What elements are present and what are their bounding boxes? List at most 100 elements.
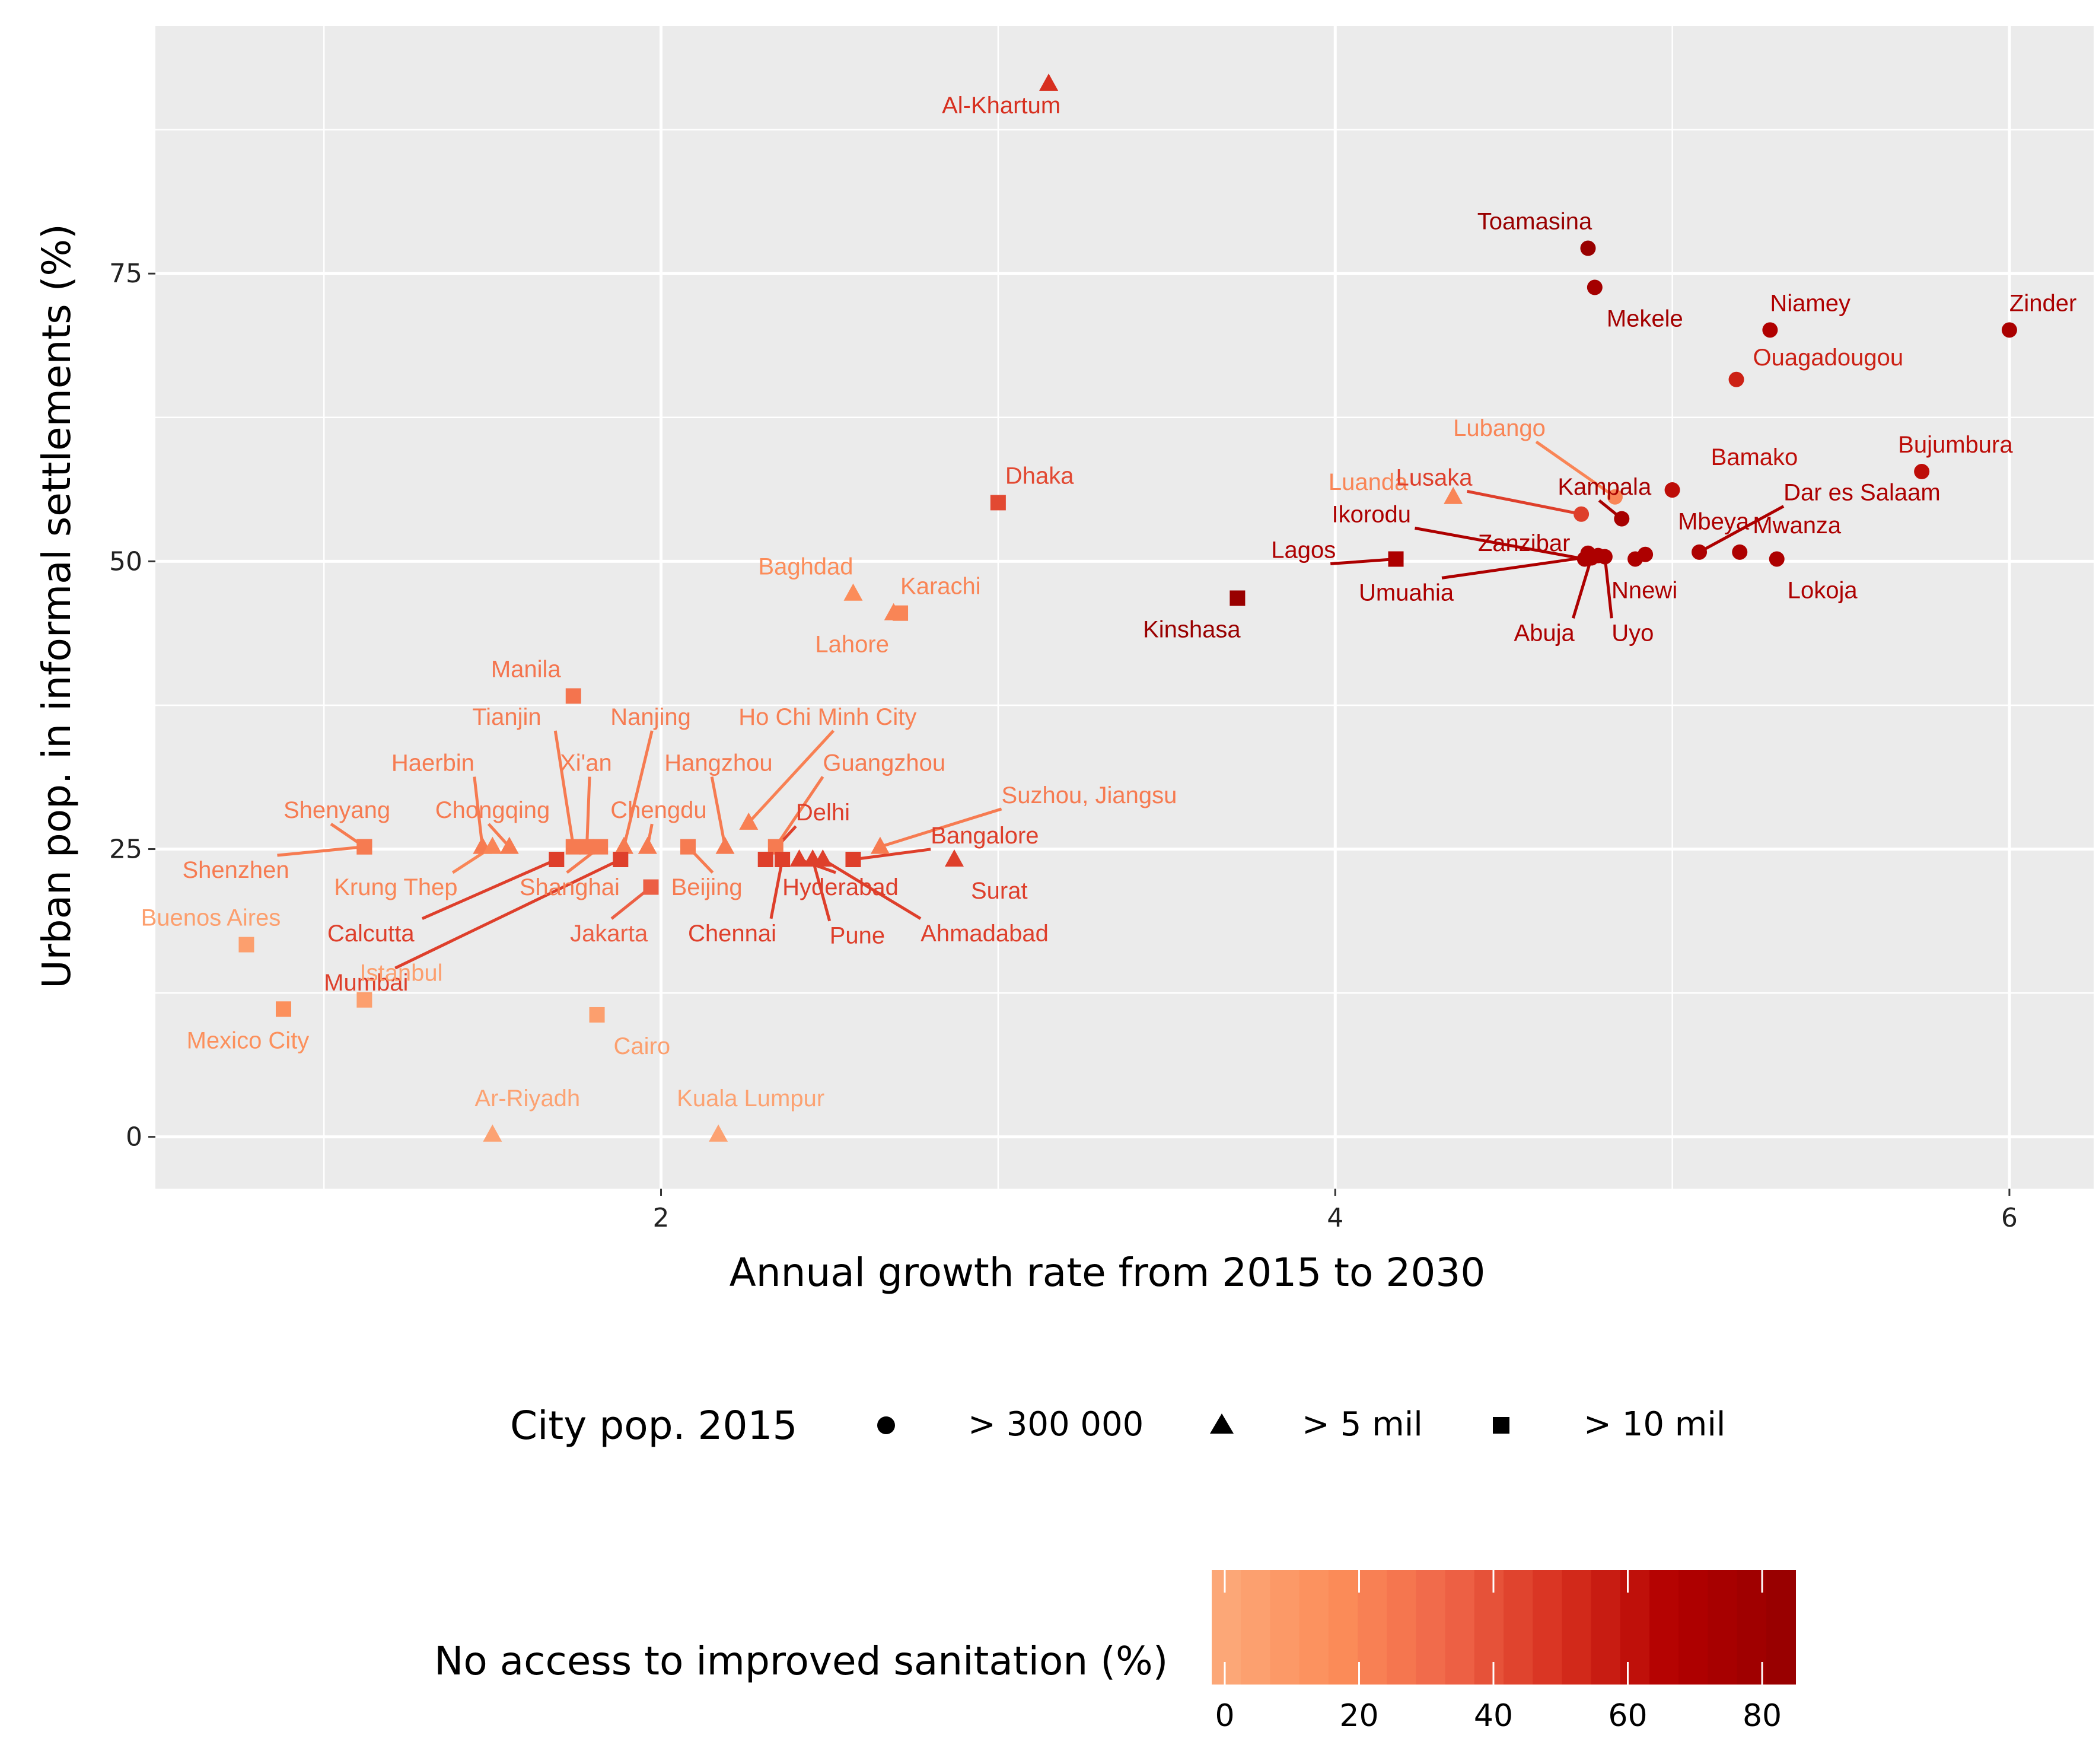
city-label: Krung Thep bbox=[334, 874, 457, 900]
city-label: Mumbai bbox=[324, 970, 408, 996]
grid-lines bbox=[155, 26, 2094, 1189]
city-label: Lagos bbox=[1271, 537, 1336, 563]
colorbar-step bbox=[1416, 1570, 1446, 1685]
point-suzhou-jiangsu bbox=[870, 836, 890, 854]
colorbar-step bbox=[1766, 1570, 1796, 1685]
leader-line bbox=[394, 858, 622, 970]
point-kampala bbox=[1614, 511, 1630, 527]
x-tick-label: 2 bbox=[653, 1203, 670, 1233]
city-label: Lahore bbox=[815, 632, 889, 658]
city-label: Ouagadougou bbox=[1753, 345, 1904, 371]
city-label: Ahmadabad bbox=[920, 921, 1049, 947]
colorbar-tick-label: 60 bbox=[1608, 1698, 1647, 1734]
city-label: Shanghai bbox=[520, 874, 620, 900]
colorbar-step bbox=[1328, 1570, 1358, 1685]
point-lokoja bbox=[1769, 551, 1785, 567]
point-bamako bbox=[1664, 482, 1680, 498]
city-label: Umuahia bbox=[1359, 579, 1454, 606]
colorbar-tick-label: 40 bbox=[1474, 1698, 1513, 1734]
point-ar-riyadh bbox=[483, 1124, 502, 1142]
leader-line bbox=[880, 807, 1002, 849]
color-legend-title: No access to improved sanitation (%) bbox=[434, 1638, 1168, 1684]
point-surat bbox=[944, 849, 964, 867]
city-label: Dhaka bbox=[1005, 463, 1074, 489]
city-label: Bamako bbox=[1711, 444, 1798, 470]
point-mwanza bbox=[1732, 544, 1748, 560]
point-shanghai bbox=[593, 839, 609, 855]
legend-triangle-icon bbox=[1210, 1413, 1234, 1434]
city-label: Ar-Riyadh bbox=[474, 1085, 580, 1112]
city-label: Niamey bbox=[1770, 290, 1850, 316]
leader-line bbox=[853, 848, 931, 861]
city-label: Ho Chi Minh City bbox=[738, 704, 916, 730]
city-label: Zinder bbox=[2009, 290, 2076, 316]
plot-panel bbox=[155, 26, 2094, 1189]
colorbar-step bbox=[1299, 1570, 1329, 1685]
city-label: Delhi bbox=[796, 800, 850, 826]
leader-line bbox=[1441, 554, 1598, 579]
y-tick-label: 25 bbox=[109, 835, 142, 865]
legend-circle-icon bbox=[877, 1416, 895, 1434]
colorbar-step bbox=[1504, 1570, 1534, 1685]
point-al-khartum bbox=[1039, 74, 1059, 91]
city-label: Nanjing bbox=[610, 704, 691, 730]
point-bujumbura bbox=[1914, 464, 1930, 480]
leader-line bbox=[487, 823, 511, 848]
point-istanbul bbox=[356, 992, 372, 1008]
colorbar-step bbox=[1387, 1570, 1417, 1685]
city-label: Zanzibar bbox=[1478, 530, 1571, 556]
leader-line bbox=[774, 776, 824, 848]
legend-square-icon bbox=[1493, 1417, 1509, 1434]
point-chennai bbox=[775, 851, 791, 867]
legend-label-square: > 10 mil bbox=[1584, 1405, 1725, 1444]
city-label: Uyo bbox=[1611, 620, 1654, 646]
point-ouagadougou bbox=[1728, 371, 1744, 387]
colorbar-ticks: 0 20 40 60 80 bbox=[1215, 1570, 1782, 1734]
city-label: Bangalore bbox=[931, 823, 1039, 849]
city-label: Mexico City bbox=[187, 1027, 310, 1053]
point-calcutta bbox=[549, 851, 565, 867]
city-label: Shenzhen bbox=[182, 857, 289, 883]
city-label: Beijing bbox=[671, 874, 743, 900]
leader-line bbox=[1415, 526, 1585, 561]
point-dhaka bbox=[990, 495, 1006, 511]
city-label: Toamasina bbox=[1477, 209, 1592, 235]
colorbar-step bbox=[1474, 1570, 1504, 1685]
point-toamasina bbox=[1580, 240, 1596, 256]
city-label: Cairo bbox=[614, 1033, 671, 1059]
point-hyderabad bbox=[789, 849, 809, 867]
point-ho-chi-minh-city bbox=[739, 812, 759, 830]
y-axis-title: Urban pop. in informal settlements (%) bbox=[34, 224, 79, 989]
y-tick-label: 75 bbox=[109, 259, 142, 289]
point-kinshasa bbox=[1230, 590, 1246, 606]
point-bangalore bbox=[845, 851, 861, 867]
point-jakarta bbox=[643, 879, 659, 895]
colorbar-step bbox=[1708, 1570, 1738, 1685]
leader-line bbox=[769, 859, 784, 919]
leader-line bbox=[1572, 557, 1593, 619]
city-label: Suzhou, Jiangsu bbox=[1002, 782, 1177, 808]
data-points bbox=[238, 74, 2017, 1142]
city-label: Chongqing bbox=[435, 797, 550, 823]
colorbar-step bbox=[1270, 1570, 1300, 1685]
city-label: Mekele bbox=[1607, 306, 1683, 332]
point-tianjin bbox=[565, 839, 581, 855]
y-tick-label: 0 bbox=[126, 1122, 142, 1152]
point-buenos-aires bbox=[238, 937, 254, 953]
point-nanjing bbox=[614, 836, 634, 854]
colorbar-step bbox=[1562, 1570, 1592, 1685]
leader-line bbox=[622, 730, 654, 848]
city-label: Calcutta bbox=[327, 921, 415, 947]
point-lubango bbox=[1607, 489, 1623, 505]
city-label: Istanbul bbox=[359, 960, 442, 986]
point-zinder bbox=[2001, 322, 2017, 338]
leader-line bbox=[585, 776, 591, 847]
city-label: Lubango bbox=[1453, 415, 1546, 441]
point-shenzhen bbox=[356, 839, 372, 855]
point-krung-thep bbox=[483, 836, 502, 854]
city-label: Karachi bbox=[900, 574, 981, 600]
point-delhi bbox=[757, 851, 773, 867]
point-chongqing bbox=[499, 836, 519, 854]
city-label: Dar es Salaam bbox=[1783, 480, 1941, 506]
shape-legend: City pop. 2015 > 300 000 > 5 mil > 10 mi… bbox=[510, 1403, 1725, 1448]
